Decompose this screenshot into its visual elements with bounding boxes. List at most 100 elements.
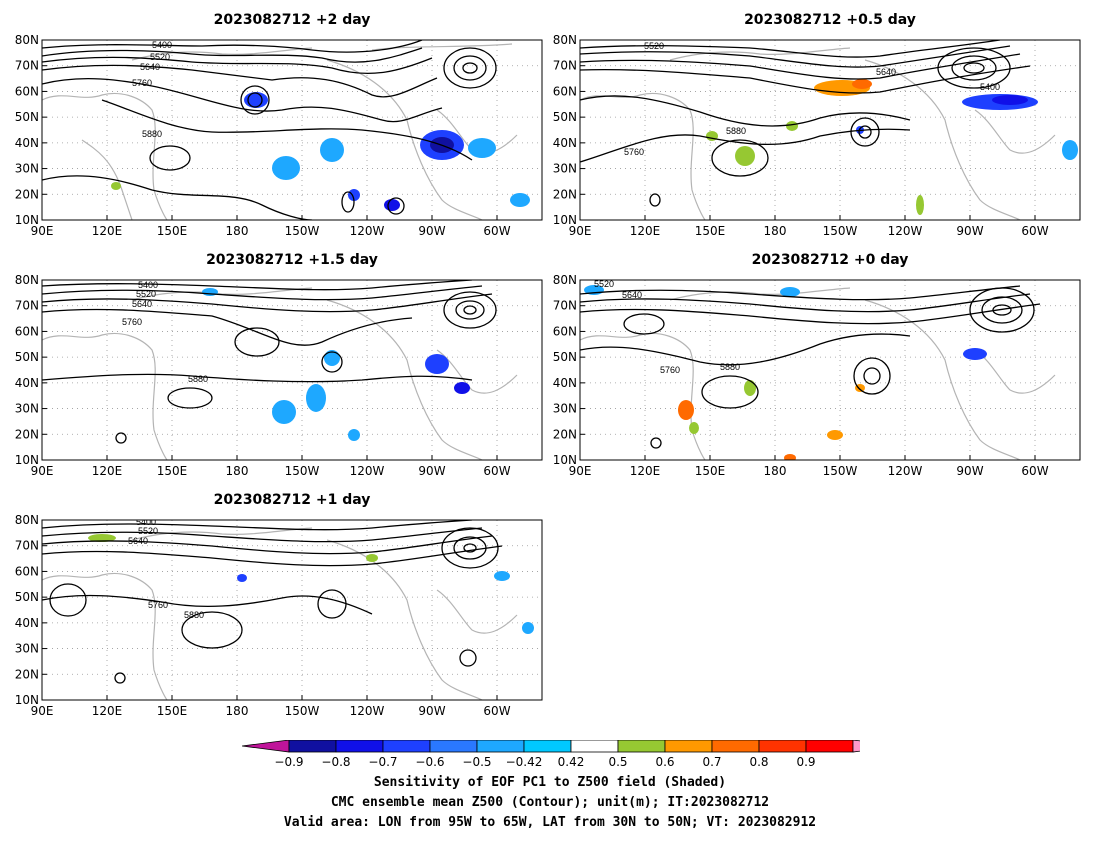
color-bar-labels: −0.9 −0.8 −0.7 −0.6 −0.5 −0.42 0.42 0.5 0.6 0.7 0.… [274,755,815,769]
lon-tick-label: 150E [695,464,726,478]
z500-contours [42,40,497,220]
contour-label: 5880 [184,610,204,620]
contour-label: 5640 [876,67,896,77]
lon-tick-label: 150W [285,464,320,478]
lon-tick-label: 180 [226,224,249,238]
lon-tick-label: 120E [92,704,123,718]
contour-label: 5760 [660,365,680,375]
lon-tick-label: 90W [956,224,983,238]
lat-tick-label: 80N [553,33,577,47]
color-bar: −0.9 −0.8 −0.7 −0.6 −0.5 −0.42 0.42 0.5 0.6 0.7 0.… [242,740,860,769]
lon-tick-label: 120W [350,224,385,238]
lon-tick-label: 90W [418,464,445,478]
color-bar-tick-label: −0.8 [321,755,350,769]
color-bar-box [805,740,854,753]
panel-title: 2023082712 +2 day [213,12,371,28]
lon-tick-label: 60W [483,464,510,478]
lon-tick-label: 150E [157,704,188,718]
lat-tick-label: 10N [553,213,577,227]
panel-title: 2023082712 +1 day [213,492,371,508]
lat-tick-label: 70N [553,59,577,73]
lat-tick-label: 50N [553,110,577,124]
lat-tick-label: 40N [15,136,39,150]
color-bar-box [664,740,713,753]
lat-tick-label: 60N [553,84,577,98]
lat-tick-label: 20N [15,187,39,201]
lat-tick-label: 50N [15,110,39,124]
z500-contours [580,285,1041,449]
coastlines [580,287,1056,460]
color-bar-tick-label: −0.42 [506,755,543,769]
color-bar-tick-label: 0.6 [655,755,674,769]
panel-plus-0-5-day: 2023082712 +0.5 day [553,12,1081,250]
lat-tick-label: 30N [553,402,577,416]
contour-label: 5640 [128,536,148,546]
contour-label: 5640 [132,299,152,309]
lon-tick-label: 180 [764,224,787,238]
lon-tick-label: 120W [350,464,385,478]
lat-tick-label: 60N [15,564,39,578]
contour-label: 5760 [148,600,168,610]
lat-tick-label: 60N [553,324,577,338]
map-plot: 5520 5640 5760 5880 80N 70N 60N 50N 40N 30N 20… [553,273,1081,478]
lon-tick-label: 150W [285,704,320,718]
contour-label: 5880 [726,126,746,136]
coastlines [580,47,1056,220]
lat-tick-label: 20N [553,187,577,201]
contour-label: 5520 [644,41,664,51]
lon-tick-label: 90E [569,464,592,478]
color-bar-box [288,740,337,753]
panel-plus-0-day: 2023082712 +0 day [553,252,1081,490]
z500-contours [580,40,1031,207]
contour-labels: 5400 5520 5640 5760 5880 [132,40,172,139]
lon-tick-label: 150W [823,464,858,478]
lat-tick-label: 70N [15,539,39,553]
color-bar-box [476,740,525,753]
color-bar-tick-label: −0.6 [415,755,444,769]
lat-tick-label: 40N [15,376,39,390]
lat-tick-label: 20N [15,427,39,441]
color-bar-box [570,740,619,753]
lat-tick-label: 60N [15,84,39,98]
lon-tick-label: 120W [888,464,923,478]
z500-contours [42,280,497,444]
lat-tick-label: 60N [15,324,39,338]
lat-tick-label: 30N [15,162,39,176]
lat-tick-label: 30N [553,162,577,176]
color-bar-tick-label: −0.7 [368,755,397,769]
sensitivity-shading [202,288,470,441]
lon-tick-label: 60W [483,704,510,718]
color-bar-left-arrow [242,740,290,753]
contour-label: 5520 [136,289,156,299]
lon-tick-label: 90E [31,704,54,718]
lon-tick-label: 90E [31,464,54,478]
caption-line-1: Sensitivity of EOF PC1 to Z500 field (Sh… [373,775,727,790]
contour-label: 5880 [188,374,208,384]
map-plot: 5400 5520 5640 5760 5880 80N 70N 60N 50N 40N… [15,513,543,718]
map-plot: 5400 5520 5640 5760 5880 80N 70N 60N 50N 40N… [15,273,543,478]
contour-label: 5520 [150,52,170,62]
color-bar-right-arrow [852,740,860,753]
contour-label: 5760 [624,147,644,157]
lon-tick-label: 120W [888,224,923,238]
color-bar-tick-label: −0.9 [274,755,303,769]
lon-tick-label: 90W [956,464,983,478]
lat-tick-label: 10N [15,453,39,467]
lon-tick-label: 60W [1021,464,1048,478]
contour-labels: 5520 5640 5760 5880 [594,279,740,375]
lon-tick-label: 120W [350,704,385,718]
color-bar-tick-label: 0.8 [749,755,768,769]
lat-tick-label: 80N [15,513,39,527]
color-bar-box [523,740,572,753]
lat-tick-label: 20N [553,427,577,441]
lat-tick-label: 80N [553,273,577,287]
grid-lines [42,520,542,700]
contour-labels: 5400 5520 5640 5760 5880 [128,520,204,620]
lat-tick-label: 80N [15,33,39,47]
lat-tick-label: 40N [15,616,39,630]
lon-tick-label: 150W [823,224,858,238]
contour-label: 5520 [594,279,614,289]
